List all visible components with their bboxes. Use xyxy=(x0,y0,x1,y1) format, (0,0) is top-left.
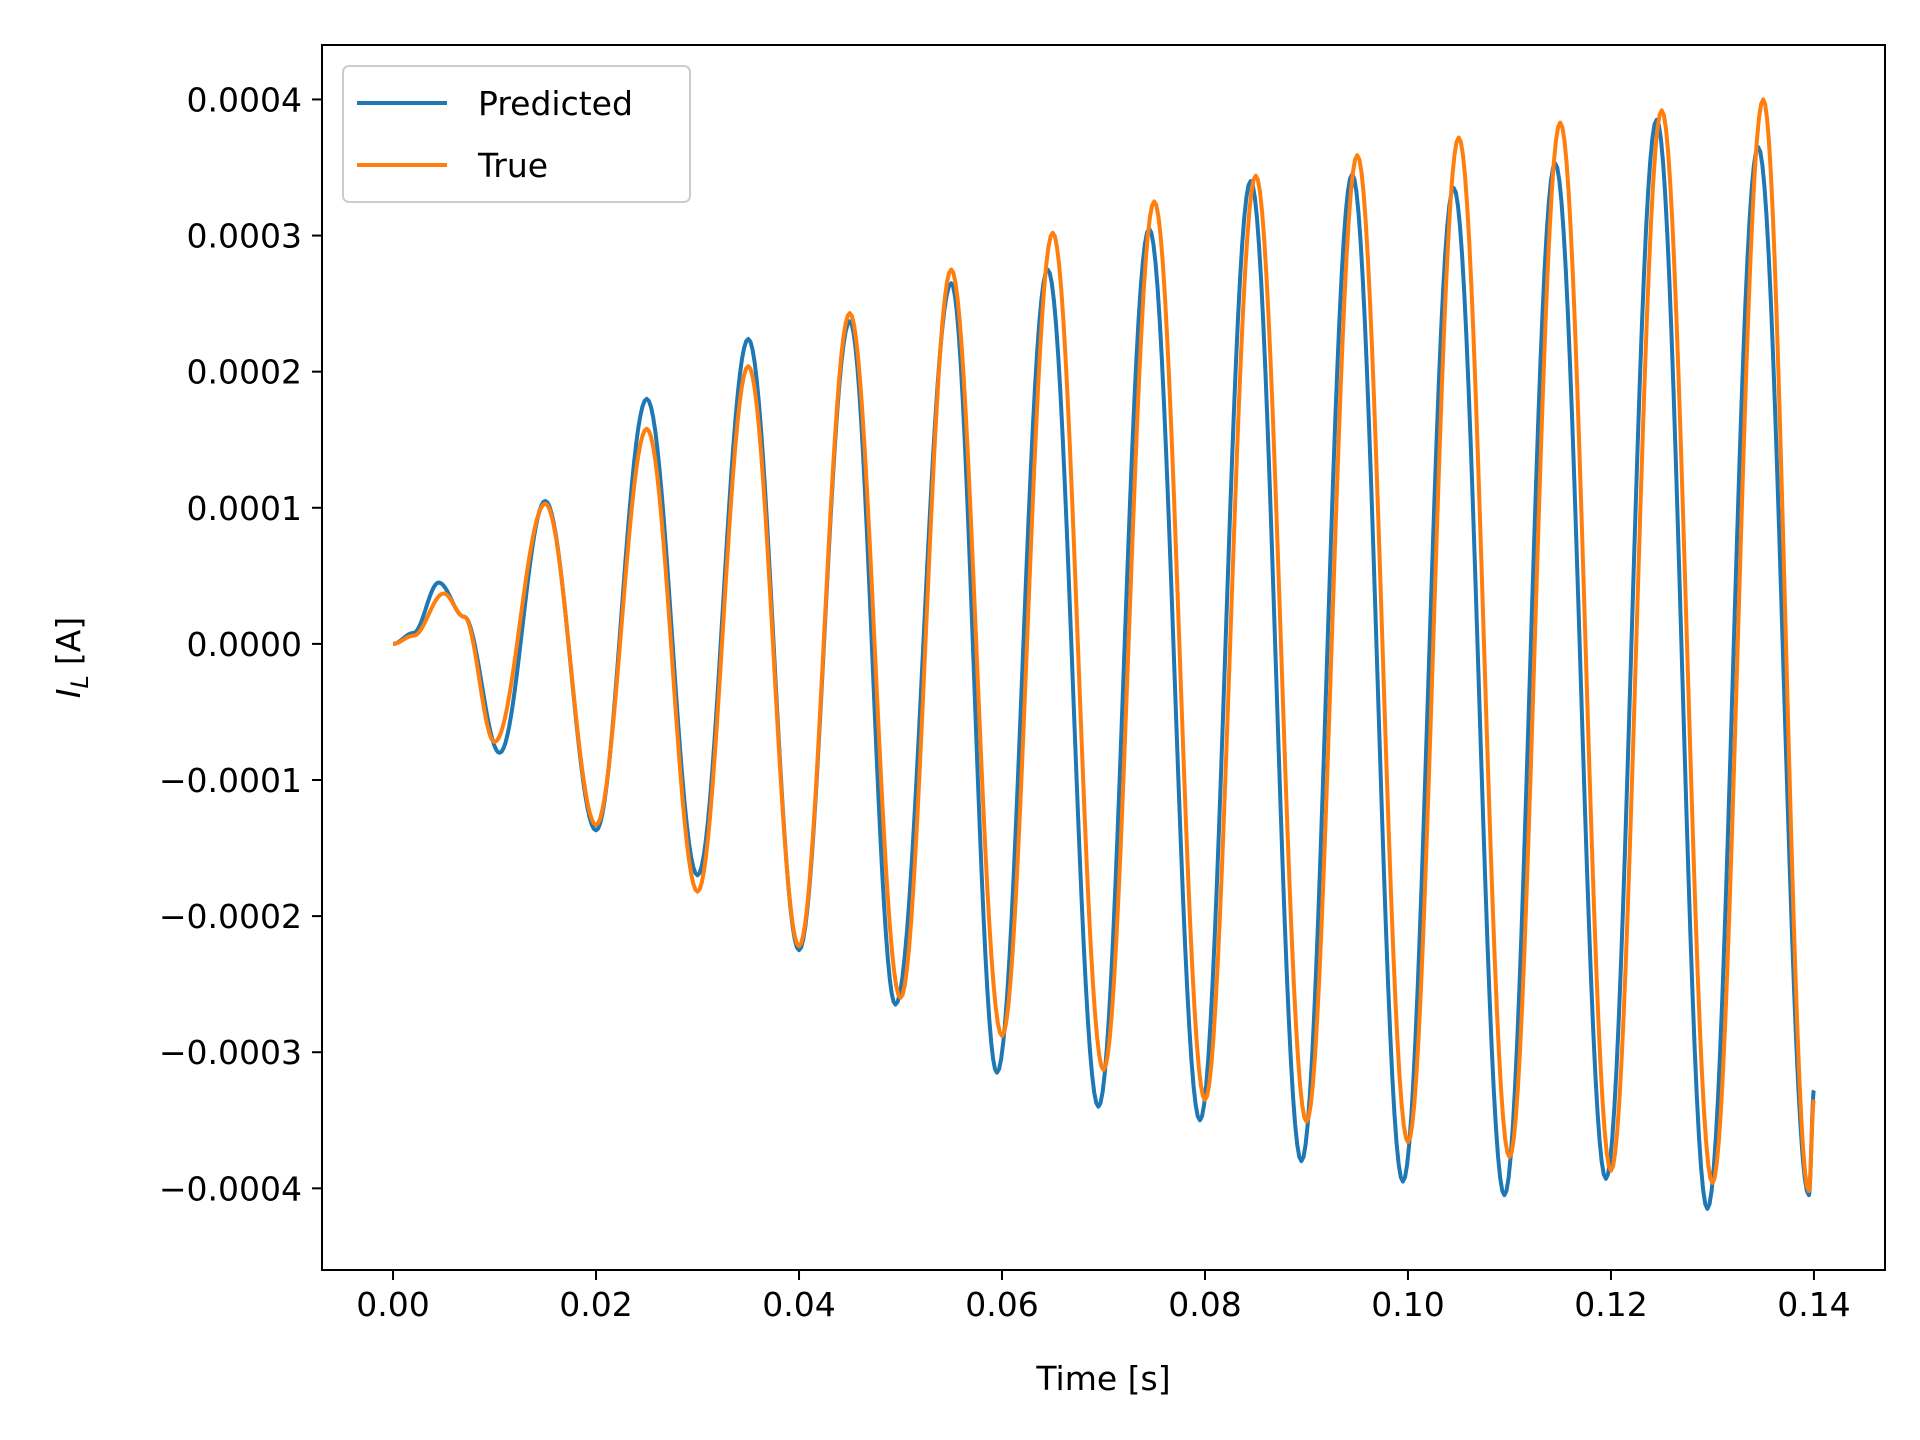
y-tick-label: 0.0004 xyxy=(187,80,302,119)
legend-box xyxy=(342,65,691,203)
x-tick-label: 0.08 xyxy=(1168,1285,1241,1324)
x-axis-title: Time [s] xyxy=(1035,1359,1170,1398)
y-axis-title-subscript: L xyxy=(66,675,94,688)
x-tick-label: 0.04 xyxy=(762,1285,835,1324)
y-tick-label: −0.0001 xyxy=(159,761,302,800)
x-tick-label: 0.12 xyxy=(1574,1285,1647,1324)
y-axis-title: IL [A] xyxy=(49,617,94,698)
y-tick-label: 0.0002 xyxy=(187,353,302,392)
series-layer xyxy=(391,97,1816,1211)
x-tick-label: 0.00 xyxy=(356,1285,429,1324)
y-tick-label: −0.0002 xyxy=(159,897,302,936)
y-tick-label: 0.0000 xyxy=(187,625,302,664)
legend: Predicted True xyxy=(342,65,691,203)
legend-label-true: True xyxy=(477,146,548,185)
x-axis: 0.00 0.02 0.04 0.06 0.08 0.10 0.12 0.14 xyxy=(356,1270,1851,1324)
y-tick-label: 0.0001 xyxy=(187,489,302,528)
x-tick-label: 0.06 xyxy=(965,1285,1038,1324)
y-tick-label: −0.0004 xyxy=(159,1169,302,1208)
x-tick-label: 0.02 xyxy=(559,1285,632,1324)
x-tick-label: 0.10 xyxy=(1371,1285,1444,1324)
y-tick-label: 0.0003 xyxy=(187,217,302,256)
x-tick-label: 0.14 xyxy=(1777,1285,1850,1324)
series-line-true xyxy=(391,97,1816,1194)
y-axis: −0.0004 −0.0003 −0.0002 −0.0001 0.0000 0.0001… xyxy=(159,80,322,1208)
y-axis-title-unit: [A] xyxy=(49,617,88,665)
plot-frame xyxy=(321,44,1886,1271)
y-axis-title-symbol: I xyxy=(49,688,88,698)
y-tick-label: −0.0003 xyxy=(159,1033,302,1072)
legend-label-predicted: Predicted xyxy=(478,84,633,123)
